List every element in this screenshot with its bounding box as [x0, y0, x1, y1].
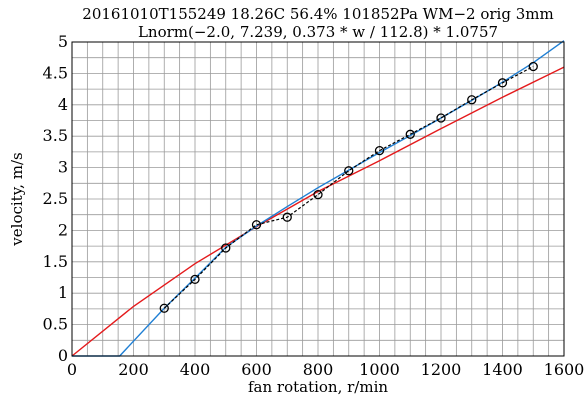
data-point	[221, 243, 231, 253]
data-point	[374, 145, 385, 156]
y-tick-label: 4	[58, 95, 68, 114]
x-tick-label: 200	[118, 360, 149, 379]
data-point	[159, 303, 169, 313]
x-tick-label: 1200	[421, 360, 462, 379]
data-point	[344, 166, 354, 176]
x-tick-label: 800	[303, 360, 334, 379]
x-tick-label: 1600	[544, 360, 585, 379]
data-point	[436, 113, 446, 123]
y-tick-label: 1.5	[43, 252, 68, 271]
data-point	[528, 61, 538, 72]
data-point	[497, 78, 508, 88]
chart-subtitle: Lnorm(−2.0, 7.239, 0.373 * w / 112.8) * …	[138, 23, 498, 41]
fit-curve-red	[71, 66, 565, 357]
x-tick-label: 1000	[359, 360, 400, 379]
x-tick-label: 1400	[482, 360, 523, 379]
plot-frame	[71, 41, 565, 357]
x-axis-label: fan rotation, r/min	[248, 378, 388, 396]
y-tick-label: 4.5	[43, 63, 68, 82]
data-point	[251, 220, 262, 230]
data-point	[313, 189, 323, 200]
y-tick-label: 1	[58, 283, 68, 302]
tick-labels: 0 200 400 600 800 1000 1200 1400 1600 0 0.5 1 1.5 2 2.…	[43, 32, 585, 379]
grid	[71, 41, 565, 357]
data-point	[467, 95, 477, 105]
y-tick-label: 5	[58, 32, 68, 51]
y-tick-label: 2	[58, 220, 68, 239]
measured-series-line	[163, 65, 534, 309]
x-tick-label: 400	[180, 360, 211, 379]
y-tick-label: 3	[58, 158, 68, 177]
data-point	[282, 212, 292, 222]
data-point	[405, 129, 415, 139]
y-axis-label: velocity, m/s	[8, 152, 26, 246]
y-tick-label: 3.5	[43, 126, 68, 145]
data-point	[190, 274, 200, 285]
x-tick-label: 0	[67, 360, 77, 379]
y-tick-label: 2.5	[43, 189, 68, 208]
y-tick-label: 0.5	[43, 315, 68, 334]
chart-title: 20161010T155249 18.26C 56.4% 101852Pa WM…	[82, 5, 553, 23]
y-tick-label: 0	[58, 346, 68, 365]
x-tick-label: 600	[241, 360, 272, 379]
series-layer	[71, 40, 565, 357]
